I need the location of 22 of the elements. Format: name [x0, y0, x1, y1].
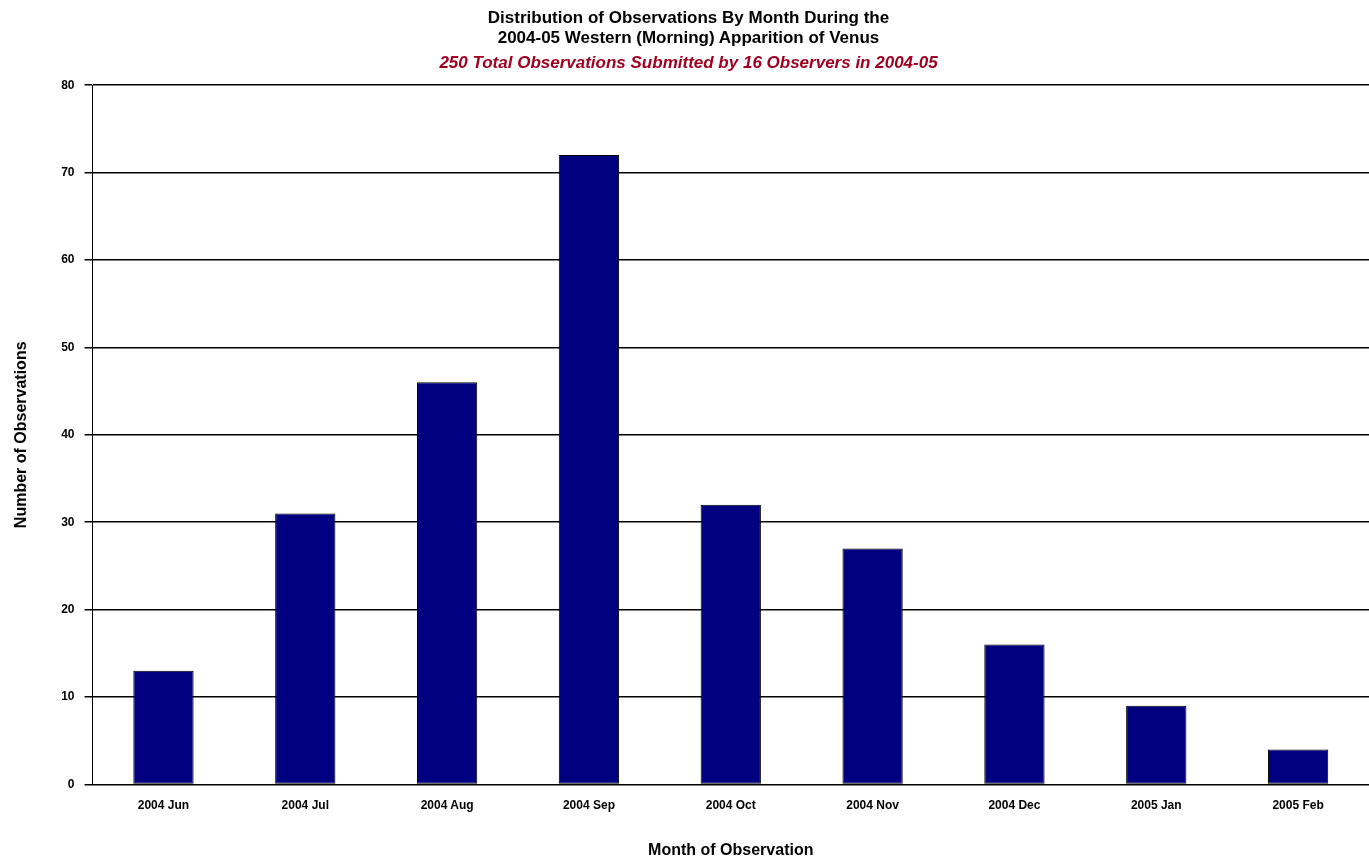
y-tick-label: 70 — [61, 164, 75, 179]
x-tick-label: 2004 Oct — [705, 797, 756, 812]
y-tick-label: 30 — [61, 514, 75, 529]
x-tick-label: 2005 Jan — [1130, 797, 1182, 812]
x-tick-label: 2004 Dec — [988, 797, 1041, 812]
x-tick-label: 2005 Feb — [1272, 797, 1324, 812]
y-axis-title: Number of Observations — [12, 341, 30, 529]
x-tick-label: 2004 Aug — [420, 797, 474, 812]
x-tick-label: 2004 Sep — [562, 797, 615, 812]
y-tick-label: 10 — [61, 689, 75, 704]
chart-subtitle: 250 Total Observations Submitted by 16 Observers in 2004-05 — [438, 52, 939, 72]
x-axis-title: Month of Observation — [648, 840, 814, 858]
y-tick-label: 80 — [61, 77, 75, 92]
x-tick-label: 2004 Jul — [281, 797, 329, 812]
y-tick-label: 40 — [61, 427, 75, 442]
y-tick-label: 60 — [61, 252, 75, 267]
y-tick-label: 0 — [67, 776, 75, 791]
chart-title: Distribution of Observations By Month During the 2004-05 Western (Morning) Apparition of Venus — [487, 7, 890, 48]
x-tick-label: 2004 Nov — [846, 797, 900, 812]
y-tick-label: 50 — [61, 339, 75, 354]
x-tick-label: 2004 Jun — [137, 797, 190, 812]
y-tick-label: 20 — [61, 601, 75, 616]
